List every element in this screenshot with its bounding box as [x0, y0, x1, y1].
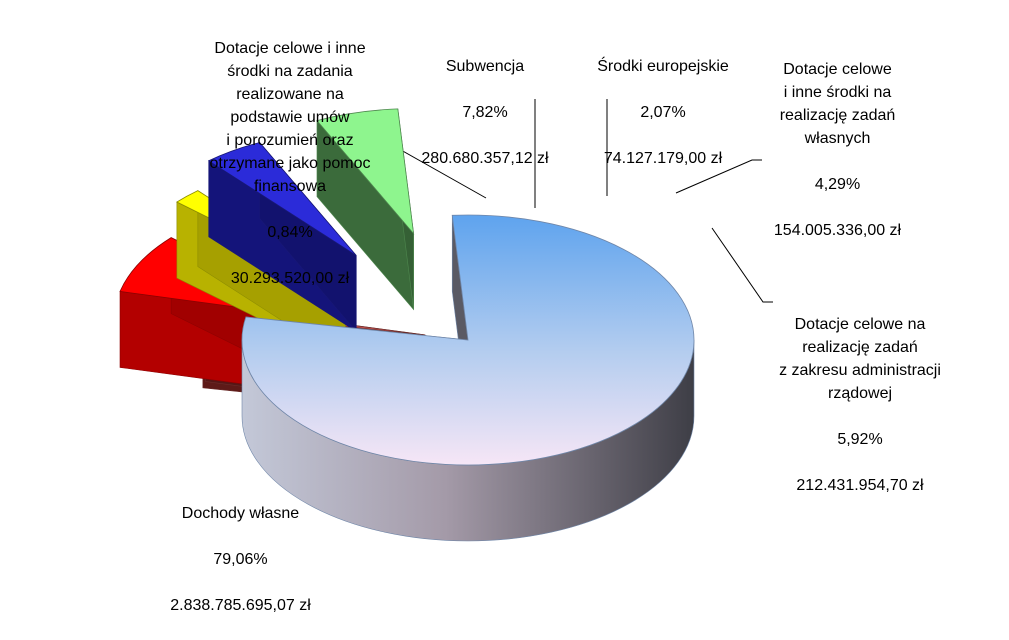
label-rzadowe-name: Dotacje celowe na realizację zadań z zak… — [779, 316, 941, 402]
leader-line-wlasne — [675, 159, 762, 194]
label-dochody-percent: 79,06% — [213, 551, 268, 568]
label-wlasne: Dotacje celowe i inne środki na realizac… — [750, 35, 925, 265]
slice-rzadowe — [316, 108, 415, 311]
label-pomoc-amount: 30.293.520,00 zł — [230, 270, 350, 287]
label-wlasne-percent: 4,29% — [814, 176, 861, 193]
label-europejskie-name: Środki europejskie — [597, 58, 729, 75]
label-europejskie: Środki europejskie 2,07% 74.127.179,00 z… — [578, 32, 748, 193]
label-dochody: Dochody własne 79,06% 2.838.785.695,07 z… — [148, 479, 333, 640]
label-wlasne-name: Dotacje celowe i inne środki na realizac… — [779, 61, 896, 147]
leader-line-rzadowe — [711, 227, 773, 303]
pie-chart: Dotacje celowe i inne środki na zadania … — [119, 14, 955, 614]
label-rzadowe: Dotacje celowe na realizację zadań z zak… — [765, 290, 955, 520]
slice-dochody — [241, 214, 695, 542]
pie-chart-svg — [119, 99, 773, 542]
label-dochody-name: Dochody własne — [181, 505, 300, 522]
label-dochody-amount: 2.838.785.695,07 zł — [170, 597, 311, 614]
label-europejskie-amount: 74.127.179,00 zł — [603, 150, 723, 167]
slice-wlasne — [207, 141, 357, 333]
label-wlasne-amount: 154.005.336,00 zł — [773, 222, 902, 239]
label-europejskie-percent: 2,07% — [640, 104, 686, 121]
label-subwencja-name: Subwencja — [445, 58, 525, 75]
label-pomoc-percent: 0,84% — [267, 224, 313, 241]
slice-wlasne-top — [207, 142, 357, 256]
label-subwencja: Subwencja 7,82% 280.680.357,12 zł — [400, 32, 570, 193]
label-pomoc: Dotacje celowe i inne środki na zadania … — [195, 14, 385, 313]
label-subwencja-amount: 280.680.357,12 zł — [421, 150, 549, 167]
label-rzadowe-amount: 212.431.954,70 zł — [796, 477, 924, 494]
slice-dochody-top — [241, 214, 695, 466]
slice-rzadowe-top — [316, 108, 415, 235]
label-rzadowe-percent: 5,92% — [837, 431, 883, 448]
label-subwencja-percent: 7,82% — [462, 104, 508, 121]
label-pomoc-name: Dotacje celowe i inne środki na zadania … — [209, 40, 371, 195]
